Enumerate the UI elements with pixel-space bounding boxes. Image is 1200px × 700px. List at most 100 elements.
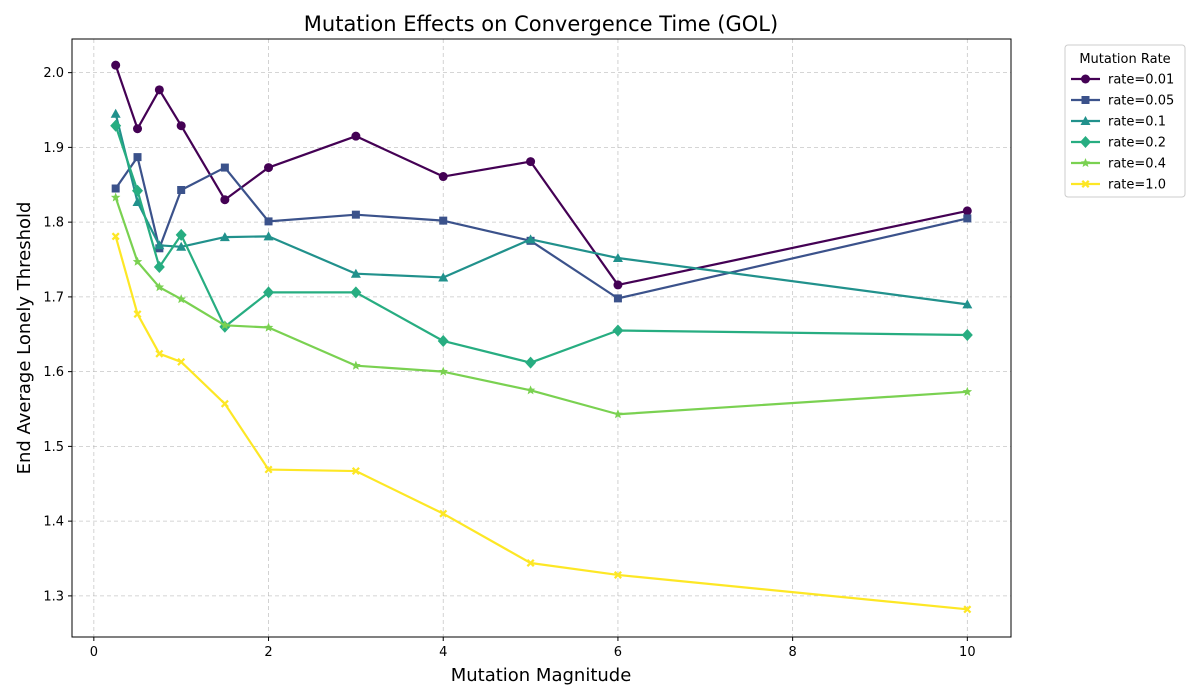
data-point	[963, 214, 972, 223]
data-point	[111, 60, 121, 70]
data-point	[175, 228, 187, 241]
y-axis-label: End Average Lonely Threshold	[14, 202, 35, 475]
x-axis-label: Mutation Magnitude	[451, 665, 632, 686]
x-tick-label: 10	[959, 645, 976, 660]
data-point	[438, 172, 448, 182]
legend-label: rate=1.0	[1108, 178, 1166, 193]
y-tick-label: 1.7	[43, 290, 64, 305]
data-point	[437, 334, 449, 347]
data-point	[439, 216, 448, 225]
data-point	[613, 409, 623, 419]
data-point	[264, 163, 274, 173]
data-point	[219, 232, 230, 242]
data-point	[350, 268, 361, 278]
data-point	[220, 163, 229, 172]
data-point	[351, 210, 360, 219]
legend-item: rate=0.4	[1071, 157, 1166, 172]
legend-label: rate=0.05	[1108, 94, 1174, 109]
data-point	[613, 294, 622, 303]
series-rate=0.1	[110, 108, 973, 309]
data-point	[111, 232, 120, 241]
x-tick-label: 0	[90, 645, 98, 660]
x-axis: 0 2 4 6 8 10	[90, 637, 976, 660]
data-point	[962, 299, 973, 309]
data-point	[133, 153, 142, 162]
data-point	[612, 253, 623, 263]
data-point	[438, 366, 448, 376]
data-point	[132, 184, 144, 197]
data-point	[525, 385, 536, 395]
series-rate=0.01	[111, 60, 972, 290]
data-point	[153, 260, 165, 273]
legend-marker	[1080, 158, 1091, 168]
data-point	[351, 131, 361, 141]
chart-title: Mutation Effects on Convergence Time (GO…	[304, 12, 778, 36]
y-tick-label: 1.3	[43, 589, 64, 604]
data-point	[133, 124, 143, 134]
series-layer	[110, 60, 973, 614]
y-tick-label: 2.0	[43, 66, 64, 81]
data-point	[351, 467, 360, 476]
data-point	[962, 386, 973, 396]
grid	[72, 39, 1011, 637]
data-point	[220, 195, 230, 205]
series-rate=0.2	[110, 119, 973, 369]
legend-item: rate=0.1	[1071, 115, 1166, 130]
data-point	[525, 234, 536, 244]
y-tick-label: 1.6	[43, 365, 64, 380]
legend-marker	[1080, 116, 1091, 125]
y-tick-label: 1.8	[43, 216, 64, 231]
legend-item: rate=0.2	[1071, 136, 1166, 151]
x-tick-label: 8	[788, 645, 796, 660]
data-point	[526, 559, 535, 567]
data-point	[220, 320, 230, 330]
plot-frame	[71, 38, 1012, 638]
data-point	[613, 570, 622, 579]
data-point	[438, 272, 449, 282]
legend-box	[1064, 44, 1186, 198]
legend-marker	[1080, 136, 1091, 148]
legend-label: rate=0.2	[1108, 136, 1166, 151]
data-point	[111, 184, 120, 193]
legend-label: rate=0.4	[1108, 157, 1166, 172]
x-tick-label: 2	[264, 645, 272, 660]
data-point	[132, 256, 143, 266]
y-tick-label: 1.4	[43, 515, 64, 530]
legend-marker	[1081, 180, 1090, 188]
y-axis: 1.3 1.4 1.5 1.6 1.7 1.8 1.9 2.0	[43, 66, 72, 604]
data-point	[177, 185, 186, 194]
series-rate=1.0	[111, 232, 972, 614]
legend-title: Mutation Rate	[1079, 52, 1170, 67]
data-point	[155, 349, 164, 358]
legend-item: rate=1.0	[1071, 178, 1166, 193]
data-point	[962, 206, 972, 216]
data-point	[176, 241, 187, 251]
legend-item: rate=0.05	[1071, 94, 1174, 109]
legend-item: rate=0.01	[1071, 73, 1174, 88]
legend-marker	[1081, 74, 1090, 84]
x-tick-label: 6	[614, 645, 622, 660]
data-point	[176, 294, 186, 304]
data-point	[525, 356, 537, 369]
data-point	[263, 286, 275, 299]
data-point	[110, 119, 122, 132]
data-point	[220, 399, 229, 408]
data-point	[132, 196, 143, 206]
data-point	[154, 282, 165, 292]
y-tick-label: 1.9	[43, 141, 64, 156]
data-point	[263, 322, 274, 332]
legend: Mutation Rate rate=0.01 rate=0.05 rate=0.1…	[1064, 44, 1186, 198]
legend-marker	[1081, 96, 1090, 104]
data-point	[961, 329, 973, 342]
data-point	[613, 280, 623, 290]
data-point	[154, 85, 164, 95]
data-point	[133, 310, 142, 319]
data-point	[439, 509, 448, 518]
data-point	[177, 357, 186, 366]
legend-label: rate=0.01	[1108, 73, 1174, 88]
data-point	[351, 360, 361, 370]
legend-label: rate=0.1	[1108, 115, 1166, 130]
series-rate=0.4	[110, 192, 973, 419]
data-point	[612, 324, 624, 337]
